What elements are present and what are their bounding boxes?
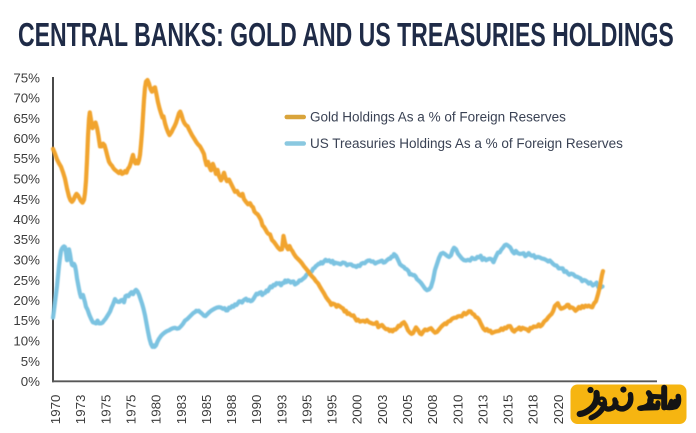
svg-text:35%: 35% (13, 232, 40, 247)
svg-text:1980: 1980 (149, 395, 164, 425)
svg-text:2010: 2010 (450, 395, 465, 425)
svg-text:25%: 25% (13, 273, 40, 288)
svg-text:1975: 1975 (124, 395, 139, 425)
svg-text:2008: 2008 (425, 395, 440, 425)
svg-text:40%: 40% (13, 212, 40, 227)
svg-text:Gold Holdings As a % of Foreig: Gold Holdings As a % of Foreign Reserves (310, 110, 566, 125)
svg-text:45%: 45% (13, 192, 40, 207)
svg-text:2015: 2015 (501, 395, 516, 425)
svg-text:1975: 1975 (98, 395, 113, 425)
svg-text:US Treasuries Holdings As a %: US Treasuries Holdings As a % of Foreign… (310, 136, 623, 151)
svg-text:1973: 1973 (73, 395, 88, 425)
svg-text:55%: 55% (13, 151, 40, 166)
svg-text:2013: 2013 (475, 395, 490, 425)
svg-text:2000: 2000 (350, 395, 365, 425)
svg-text:1993: 1993 (274, 395, 289, 425)
svg-text:2005: 2005 (400, 395, 415, 425)
svg-text:70%: 70% (13, 91, 40, 106)
svg-text:2020: 2020 (551, 395, 566, 425)
svg-text:15%: 15% (13, 313, 40, 328)
svg-text:75%: 75% (13, 70, 40, 85)
svg-text:1985: 1985 (199, 395, 214, 425)
svg-text:30%: 30% (13, 253, 40, 268)
svg-text:20%: 20% (13, 293, 40, 308)
svg-text:5%: 5% (21, 354, 40, 369)
svg-text:1990: 1990 (249, 395, 264, 425)
svg-text:1970: 1970 (48, 395, 63, 425)
svg-text:0%: 0% (21, 374, 40, 389)
svg-text:1995: 1995 (299, 395, 314, 425)
svg-text:2003: 2003 (375, 395, 390, 425)
svg-text:10%: 10% (13, 334, 40, 349)
svg-text:2018: 2018 (526, 395, 541, 425)
svg-text:1988: 1988 (224, 395, 239, 425)
svg-text:1983: 1983 (174, 395, 189, 425)
svg-text:60%: 60% (13, 131, 40, 146)
svg-text:1995: 1995 (325, 395, 340, 425)
svg-text:50%: 50% (13, 172, 40, 187)
svg-text:65%: 65% (13, 111, 40, 126)
